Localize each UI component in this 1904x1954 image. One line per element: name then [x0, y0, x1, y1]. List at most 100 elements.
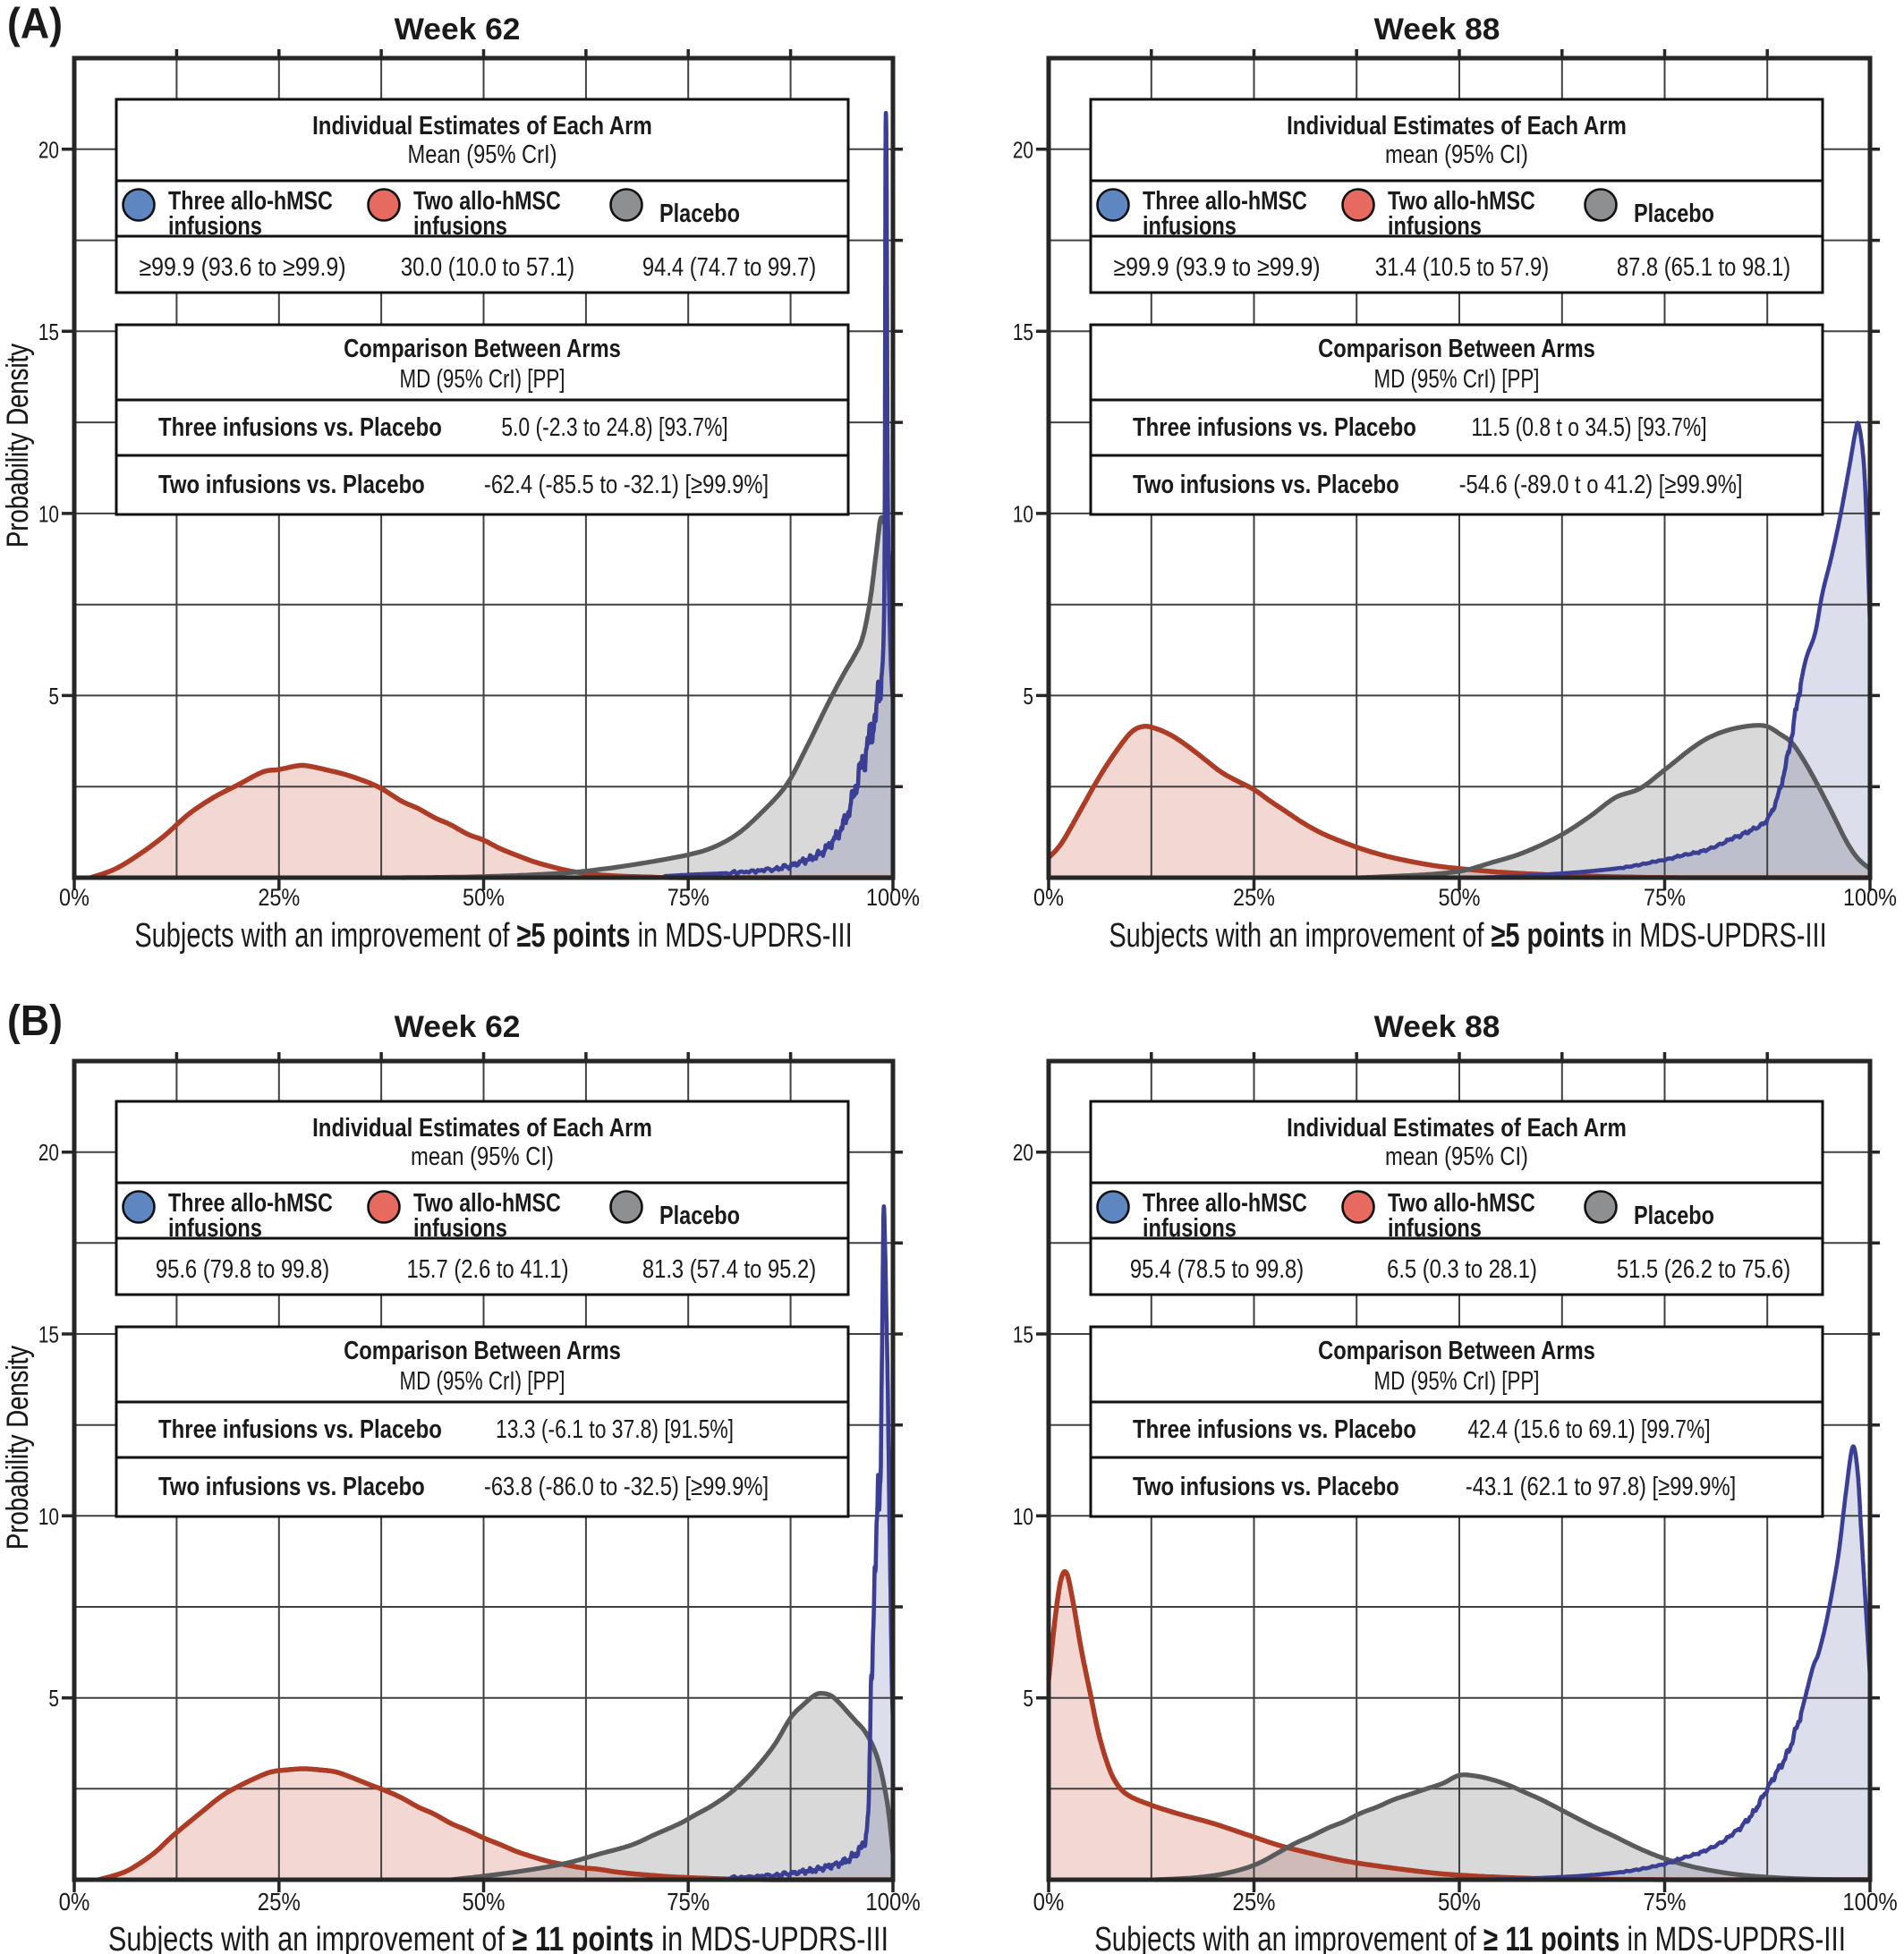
- svg-text:5: 5: [1023, 684, 1033, 709]
- svg-text:mean (95% CI): mean (95% CI): [411, 1142, 554, 1171]
- svg-text:MD (95% CrI) [PP]: MD (95% CrI) [PP]: [1374, 1367, 1540, 1395]
- svg-text:mean (95% CI): mean (95% CI): [1385, 1142, 1528, 1171]
- svg-text:Probability Density: Probability Density: [0, 1346, 34, 1550]
- svg-text:Three allo-hMSC: Three allo-hMSC: [1143, 186, 1307, 216]
- svg-text:Comparison Between Arms: Comparison Between Arms: [1318, 1336, 1595, 1365]
- svg-text:25%: 25%: [258, 1887, 301, 1916]
- svg-text:100%: 100%: [865, 1887, 920, 1916]
- svg-text:infusions: infusions: [1388, 211, 1482, 241]
- svg-text:6.5 (0.3 to 28.1): 6.5 (0.3 to 28.1): [1387, 1254, 1537, 1284]
- svg-text:Mean (95% CrI): Mean (95% CrI): [408, 140, 557, 169]
- svg-text:Week 88: Week 88: [1374, 1011, 1500, 1044]
- svg-text:(A): (A): [7, 0, 63, 47]
- svg-text:MD (95% CrI) [PP]: MD (95% CrI) [PP]: [400, 1367, 565, 1395]
- svg-text:81.3 (57.4 to 95.2): 81.3 (57.4 to 95.2): [642, 1254, 816, 1284]
- svg-text:20: 20: [1013, 1140, 1033, 1166]
- svg-text:Week 62: Week 62: [395, 1011, 521, 1044]
- svg-text:75%: 75%: [667, 1887, 710, 1916]
- svg-text:75%: 75%: [1643, 1887, 1686, 1916]
- svg-text:100%: 100%: [866, 885, 920, 912]
- svg-text:20: 20: [1013, 137, 1033, 163]
- svg-text:50%: 50%: [463, 885, 505, 912]
- svg-text:infusions: infusions: [168, 1213, 262, 1243]
- svg-text:Week 62: Week 62: [395, 13, 521, 47]
- svg-text:Two allo-hMSC: Two allo-hMSC: [1388, 1188, 1535, 1218]
- svg-text:30.0 (10.0 to 57.1): 30.0 (10.0 to 57.1): [401, 252, 574, 282]
- svg-text:11.5 (0.8 t o 34.5) [93.7%]: 11.5 (0.8 t o 34.5) [93.7%]: [1471, 412, 1706, 441]
- svg-text:100%: 100%: [1842, 1887, 1897, 1916]
- svg-text:87.8 (65.1 to 98.1): 87.8 (65.1 to 98.1): [1617, 252, 1790, 282]
- svg-text:50%: 50%: [1438, 1887, 1481, 1916]
- svg-text:Comparison Between Arms: Comparison Between Arms: [344, 334, 621, 363]
- svg-text:10: 10: [1013, 501, 1033, 527]
- svg-text:5: 5: [48, 684, 59, 709]
- svg-text:0%: 0%: [1033, 1887, 1065, 1916]
- svg-text:50%: 50%: [462, 1887, 505, 1916]
- svg-text:Two allo-hMSC: Two allo-hMSC: [1388, 186, 1535, 216]
- svg-text:94.4 (74.7 to 99.7): 94.4 (74.7 to 99.7): [642, 252, 816, 282]
- svg-text:Three infusions vs. Placebo: Three infusions vs. Placebo: [158, 412, 442, 442]
- svg-text:Placebo: Placebo: [659, 1201, 740, 1230]
- svg-text:MD (95% CrI) [PP]: MD (95% CrI) [PP]: [1374, 365, 1540, 393]
- svg-text:Two infusions vs. Placebo: Two infusions vs. Placebo: [1133, 1472, 1399, 1501]
- svg-text:10: 10: [38, 501, 59, 527]
- svg-text:20: 20: [38, 137, 59, 163]
- svg-text:infusions: infusions: [1143, 1213, 1237, 1243]
- svg-text:Two infusions vs. Placebo: Two infusions vs. Placebo: [158, 1472, 425, 1501]
- svg-text:0%: 0%: [59, 1887, 90, 1916]
- svg-text:Three infusions vs. Placebo: Three infusions vs. Placebo: [1133, 1415, 1416, 1444]
- svg-text:95.4 (78.5 to 99.8): 95.4 (78.5 to 99.8): [1130, 1254, 1304, 1284]
- svg-text:Subjects with an improvement o: Subjects with an improvement of ≥ 11 poi…: [1094, 1921, 1846, 1954]
- svg-text:Three allo-hMSC: Three allo-hMSC: [168, 186, 333, 216]
- svg-text:Probability Density: Probability Density: [0, 344, 34, 548]
- svg-text:Two allo-hMSC: Two allo-hMSC: [413, 186, 561, 216]
- svg-text:≥99.9 (93.9 to ≥99.9): ≥99.9 (93.9 to ≥99.9): [1113, 252, 1320, 281]
- svg-text:Individual Estimates of Each A: Individual Estimates of Each Arm: [312, 1113, 652, 1143]
- svg-text:5.0 (-2.3 to 24.8) [93.7%]: 5.0 (-2.3 to 24.8) [93.7%]: [501, 412, 727, 441]
- svg-text:15: 15: [38, 319, 59, 345]
- svg-text:42.4 (15.6 to 69.1) [99.7%]: 42.4 (15.6 to 69.1) [99.7%]: [1467, 1414, 1710, 1443]
- svg-text:5: 5: [48, 1686, 59, 1712]
- svg-text:Comparison Between Arms: Comparison Between Arms: [344, 1336, 621, 1365]
- svg-text:100%: 100%: [1843, 885, 1897, 912]
- svg-text:-54.6 (-89.0 t o 41.2) [≥99.9%: -54.6 (-89.0 t o 41.2) [≥99.9%]: [1459, 470, 1743, 499]
- svg-text:infusions: infusions: [1143, 211, 1237, 241]
- svg-text:15: 15: [1013, 319, 1033, 345]
- svg-text:Probability Density: Probability Density: [0, 344, 34, 548]
- svg-text:15: 15: [38, 1321, 59, 1347]
- svg-text:Individual Estimates of Each A: Individual Estimates of Each Arm: [1287, 111, 1627, 140]
- svg-text:15.7 (2.6 to 41.1): 15.7 (2.6 to 41.1): [407, 1254, 569, 1284]
- svg-text:10: 10: [1013, 1504, 1033, 1530]
- svg-text:mean (95% CI): mean (95% CI): [1385, 140, 1528, 169]
- svg-text:0%: 0%: [59, 885, 89, 912]
- svg-text:Three infusions vs. Placebo: Three infusions vs. Placebo: [158, 1415, 442, 1444]
- svg-text:20: 20: [38, 1140, 59, 1166]
- svg-text:Subjects with an improvement o: Subjects with an improvement of ≥ 11 poi…: [108, 1921, 888, 1954]
- svg-text:25%: 25%: [1233, 885, 1275, 912]
- svg-text:13.3 (-6.1 to 37.8) [91.5%]: 13.3 (-6.1 to 37.8) [91.5%]: [496, 1414, 734, 1443]
- svg-text:Placebo: Placebo: [659, 199, 740, 228]
- svg-text:50%: 50%: [1439, 885, 1481, 912]
- svg-text:Three allo-hMSC: Three allo-hMSC: [168, 1188, 333, 1218]
- svg-text:75%: 75%: [667, 885, 710, 912]
- svg-text:infusions: infusions: [168, 211, 262, 241]
- svg-text:0%: 0%: [1033, 885, 1064, 912]
- svg-text:Probability Density: Probability Density: [0, 1346, 34, 1550]
- svg-text:25%: 25%: [1232, 1887, 1275, 1916]
- svg-text:-62.4 (-85.5 to -32.1) [≥99.9%: -62.4 (-85.5 to -32.1) [≥99.9%]: [484, 470, 769, 499]
- svg-text:95.6 (79.8 to 99.8): 95.6 (79.8 to 99.8): [156, 1254, 329, 1284]
- svg-text:infusions: infusions: [413, 211, 507, 241]
- svg-text:-63.8 (-86.0 to -32.5) [≥99.9%: -63.8 (-86.0 to -32.5) [≥99.9%]: [484, 1472, 769, 1501]
- svg-text:51.5 (26.2 to 75.6): 51.5 (26.2 to 75.6): [1617, 1254, 1790, 1284]
- svg-text:Subjects with an improvement o: Subjects with an improvement of ≥5 point…: [134, 916, 852, 955]
- svg-text:Three infusions vs. Placebo: Three infusions vs. Placebo: [1133, 412, 1416, 442]
- svg-text:infusions: infusions: [413, 1213, 507, 1243]
- svg-text:Two infusions vs. Placebo: Two infusions vs. Placebo: [158, 470, 425, 499]
- svg-text:(B): (B): [7, 997, 63, 1045]
- svg-text:Individual Estimates of Each A: Individual Estimates of Each Arm: [1287, 1113, 1627, 1143]
- svg-text:31.4 (10.5 to 57.9): 31.4 (10.5 to 57.9): [1375, 252, 1549, 282]
- svg-text:Two allo-hMSC: Two allo-hMSC: [413, 1188, 561, 1218]
- svg-text:Subjects with an improvement o: Subjects with an improvement of ≥5 point…: [1109, 916, 1826, 955]
- svg-text:Three allo-hMSC: Three allo-hMSC: [1143, 1188, 1307, 1218]
- svg-text:75%: 75%: [1644, 885, 1686, 912]
